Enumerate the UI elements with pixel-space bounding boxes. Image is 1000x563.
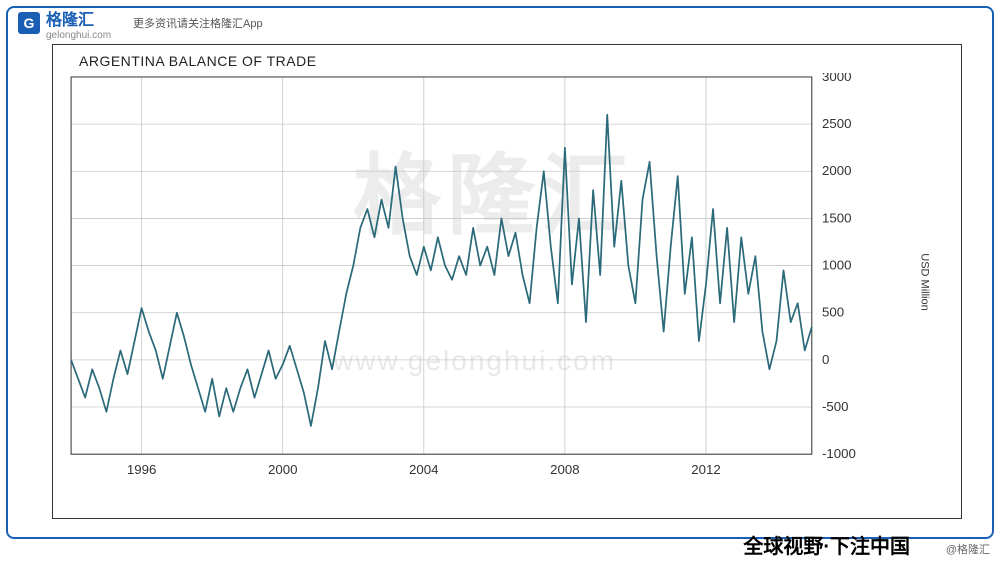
svg-text:3000: 3000 <box>822 73 851 84</box>
chart-title: ARGENTINA BALANCE OF TRADE <box>79 53 317 69</box>
svg-text:1996: 1996 <box>127 462 156 477</box>
chart-svg: -1000 -500 0 500 1000 1500 2000 2500 3000 1996 200… <box>67 73 873 480</box>
svg-text:-500: -500 <box>822 399 849 414</box>
svg-text:0: 0 <box>822 352 829 367</box>
svg-text:1000: 1000 <box>822 258 851 273</box>
svg-text:2012: 2012 <box>691 462 720 477</box>
svg-text:2000: 2000 <box>822 163 851 178</box>
svg-text:2000: 2000 <box>268 462 297 477</box>
footer-tag: @格隆汇 <box>946 541 990 557</box>
svg-text:2500: 2500 <box>822 116 851 131</box>
svg-text:2008: 2008 <box>550 462 579 477</box>
brand-name: 格隆汇 <box>46 6 111 30</box>
y-axis-label: USD Million <box>918 253 930 310</box>
svg-text:1500: 1500 <box>822 211 851 226</box>
svg-text:500: 500 <box>822 305 844 320</box>
brand-logo-icon: G <box>18 12 40 34</box>
plot-area: -1000 -500 0 500 1000 1500 2000 2500 3000 1996 200… <box>67 73 873 480</box>
svg-text:2004: 2004 <box>409 462 438 477</box>
header: G 格隆汇 gelonghui.com 更多资讯请关注格隆汇App <box>8 8 263 38</box>
brand-domain: gelonghui.com <box>46 30 111 41</box>
svg-text:-1000: -1000 <box>822 446 856 461</box>
footer-slogan: 全球视野·下注中国 <box>743 530 910 559</box>
header-subtext: 更多资讯请关注格隆汇App <box>133 15 263 31</box>
page-frame: G 格隆汇 gelonghui.com 更多资讯请关注格隆汇App ARGENT… <box>6 6 994 539</box>
chart-container: ARGENTINA BALANCE OF TRADE 格隆汇 www.gelon… <box>52 44 962 519</box>
